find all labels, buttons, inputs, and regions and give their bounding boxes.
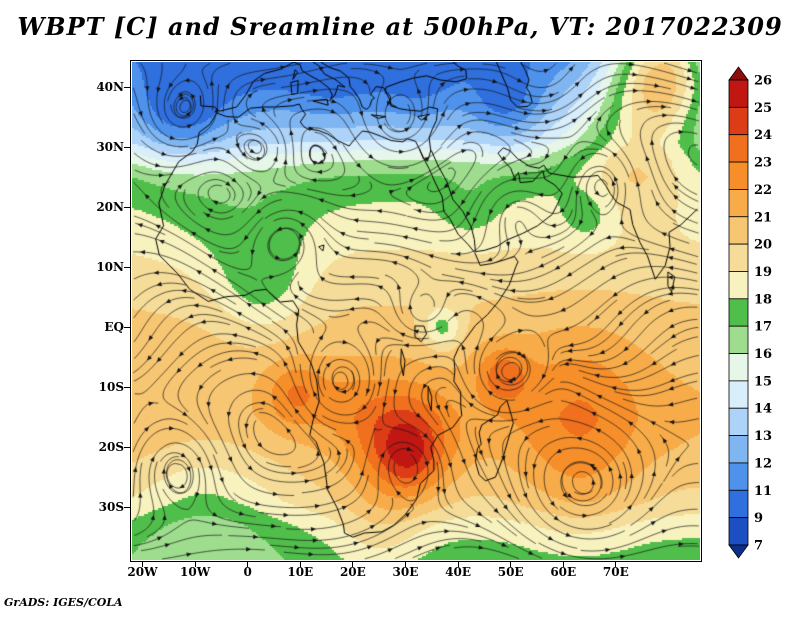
colorbar-tick-label: 7 [754, 539, 763, 554]
lon-tick-mark [194, 561, 196, 567]
lon-tick-mark [299, 561, 301, 567]
colorbar-box [728, 435, 749, 464]
colorbar-tick-label: 17 [754, 320, 772, 335]
lon-tick-label: 40E [445, 565, 471, 579]
plot-title: WBPT [C] and Sreamline at 500hPa, VT: 20… [17, 12, 783, 41]
lat-tick-label: 10S [98, 379, 124, 394]
colorbar-arrow-up-icon [728, 66, 749, 81]
lat-tick-mark [124, 87, 130, 89]
colorbar-arrow-down-icon [728, 544, 749, 559]
colorbar-tick-label: 11 [754, 484, 772, 499]
map-canvas [132, 62, 700, 560]
lon-tick-mark [404, 561, 406, 567]
lat-tick-label: 10N [96, 259, 124, 274]
lon-tick-mark [352, 561, 354, 567]
colorbar-tick-label: 21 [754, 210, 772, 225]
colorbar-tick-label: 13 [754, 429, 772, 444]
colorbar-tick-label: 23 [754, 156, 772, 171]
lon-tick-label: 50E [497, 565, 524, 579]
lon-tick-label: 70E [602, 565, 629, 579]
colorbar-box [728, 216, 749, 245]
lon-tick-mark [457, 561, 459, 567]
colorbar-box [728, 380, 749, 409]
lon-tick-mark [510, 561, 512, 567]
lon-tick-label: 10E [287, 565, 314, 579]
lat-tick-mark [124, 387, 130, 389]
colorbar-tick-label: 19 [754, 265, 772, 280]
colorbar-tick-label: 16 [754, 347, 772, 362]
colorbar-box [728, 462, 749, 491]
colorbar-tick-label: 12 [754, 456, 772, 471]
colorbar-box [728, 325, 749, 354]
colorbar-box [728, 353, 749, 382]
colorbar-tick-label: 15 [754, 374, 772, 389]
colorbar-tick-label: 20 [754, 238, 772, 253]
lon-tick-mark [562, 561, 564, 567]
lat-tick-label: 30N [96, 139, 124, 154]
lon-tick-label: 20E [339, 565, 366, 579]
colorbar-box [728, 517, 749, 546]
plot-frame [130, 60, 702, 562]
lat-tick-mark [124, 147, 130, 149]
colorbar-box [728, 489, 749, 519]
colorbar-tick-label: 22 [754, 183, 772, 198]
colorbar-box [728, 407, 749, 436]
colorbar-tick-label: 14 [754, 402, 772, 417]
colorbar-box [728, 298, 749, 327]
colorbar-tick-label: 18 [754, 292, 772, 307]
lat-tick-label: 20S [98, 439, 124, 454]
lon-tick-mark [142, 561, 144, 567]
lat-tick-label: 30S [98, 499, 124, 514]
colorbar-box [728, 79, 749, 108]
colorbar-box [728, 106, 749, 136]
colorbar-tick-label: 26 [754, 74, 772, 89]
lat-tick-mark [124, 447, 130, 449]
lon-tick-mark [247, 561, 249, 567]
lon-tick-mark [615, 561, 617, 567]
lon-tick-label: 30E [392, 565, 419, 579]
lat-tick-mark [124, 507, 130, 509]
colorbar-box [728, 189, 749, 218]
lon-tick-label: 60E [550, 565, 577, 579]
lon-tick-label: 10W [180, 565, 211, 579]
colorbar-box [728, 134, 749, 163]
lat-tick-label: EQ [104, 319, 124, 334]
colorbar-box [728, 271, 749, 300]
colorbar-box [728, 243, 749, 272]
lat-tick-mark [124, 267, 130, 269]
lon-tick-label: 0 [243, 565, 252, 579]
lat-tick-label: 40N [96, 79, 124, 94]
colorbar-box [728, 161, 749, 190]
colorbar-tick-label: 25 [754, 101, 772, 116]
lat-tick-label: 20N [96, 199, 124, 214]
colorbar-tick-label: 24 [754, 128, 772, 143]
credit-text: GrADS: IGES/COLA [4, 596, 123, 609]
lat-tick-mark [124, 207, 130, 209]
colorbar-tick-label: 9 [754, 511, 763, 526]
lon-tick-label: 20W [127, 565, 158, 579]
lat-tick-mark [124, 327, 130, 329]
colorbar: 26 25 24 23 22 21 20 19 18 17 16 15 14 13 12 11 9 7 [728, 66, 772, 559]
